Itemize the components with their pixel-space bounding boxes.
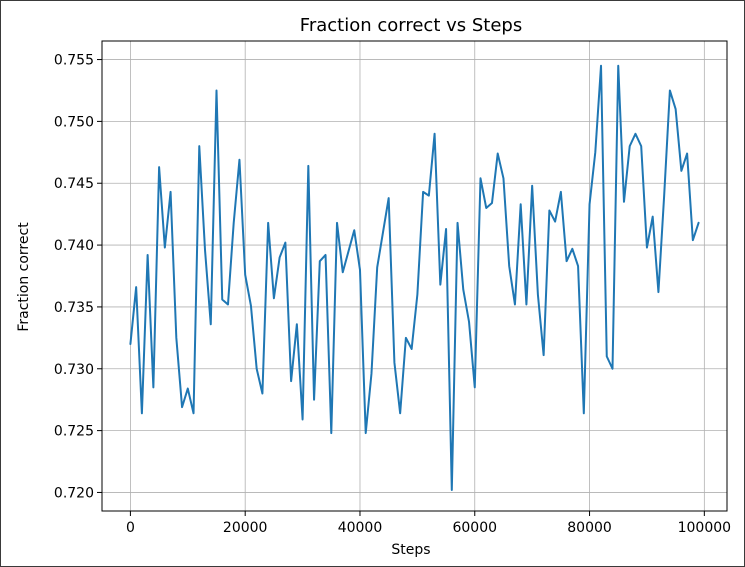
data-series: [129, 64, 700, 491]
x-tick-label: 40000: [338, 520, 383, 536]
x-tick-label: 0: [126, 520, 135, 536]
y-tick-label: 0.725: [54, 424, 94, 440]
chart-title: Fraction correct vs Steps: [300, 15, 522, 36]
axis-ticks: 0 20000 40000 60000 80000 100000 0.720 0.725 0.7…: [54, 53, 731, 536]
y-tick-label: 0.740: [54, 238, 94, 254]
y-tick-label: 0.735: [54, 300, 94, 316]
y-axis-label: Fraction correct: [16, 222, 32, 332]
y-tick-label: 0.745: [54, 176, 94, 192]
y-tick-label: 0.720: [54, 485, 94, 501]
x-axis-label: Steps: [391, 542, 430, 558]
y-tick-label: 0.755: [54, 53, 94, 69]
y-tick-label: 0.730: [54, 362, 94, 378]
x-tick-label: 80000: [567, 520, 612, 536]
grid-lines: [102, 41, 727, 511]
x-tick-label: 20000: [223, 520, 268, 536]
y-tick-label: 0.750: [54, 114, 94, 130]
x-tick-label: 60000: [452, 520, 497, 536]
x-tick-label: 100000: [678, 520, 731, 536]
plot-area-frame: [101, 40, 728, 512]
series-line: [129, 64, 700, 491]
